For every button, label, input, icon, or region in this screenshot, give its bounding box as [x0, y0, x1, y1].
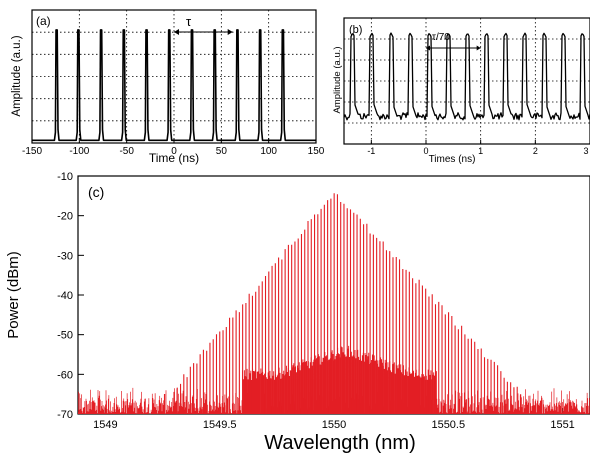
panel-b-annotation-arrowhead-right	[476, 45, 481, 51]
panel-b-pulse-trace	[343, 32, 590, 121]
panel-c-y-tick-label: -30	[57, 250, 73, 262]
panel-b-annotation: τ/70	[432, 32, 450, 43]
panel-a-x-tick-label: -50	[119, 146, 134, 157]
panel-b-x-tick-label: -1	[367, 146, 375, 156]
panel-b-x-tick-label: 3	[583, 146, 588, 156]
panel-c-y-tick-label: -20	[57, 211, 73, 223]
panel-b-label: (b)	[349, 24, 362, 36]
panel-b-x-tick-label: 2	[533, 146, 538, 156]
panel-c-y-tick-label: -10	[57, 171, 73, 183]
panel-c-label: (c)	[88, 184, 104, 200]
panel-b: (b) τ/70 Times (ns) Amplitude (a.u.) -1 0…	[332, 17, 590, 165]
panel-c-y-tick-label: -70	[57, 409, 73, 421]
panel-a-pulse-trace	[32, 29, 316, 142]
panel-c-x-tick-label: 1551	[550, 419, 574, 431]
panel-b-y-axis-label: Amplitude (a.u.)	[332, 46, 343, 113]
panel-c-y-tick-label: -60	[57, 369, 73, 381]
panel-a-annotation: τ	[186, 14, 192, 29]
panel-a-x-tick-label: 100	[260, 146, 277, 157]
panel-c-x-axis-label: Wavelength (nm)	[264, 432, 416, 454]
panel-a-annotation-arrowhead-left	[174, 29, 179, 35]
panel-b-annotation-arrowhead-left	[426, 45, 430, 51]
panel-a-x-axis-label: Time (ns)	[149, 151, 199, 165]
panel-c-x-tick-label: 1550.5	[431, 419, 465, 431]
panel-b-x-tick-label: 0	[423, 146, 428, 156]
panel-b-x-tick-label: 1	[478, 146, 483, 156]
panel-a-label: (a)	[36, 14, 51, 28]
panel-a-x-tick-label: 50	[216, 146, 228, 157]
panel-a-x-tick-label: 150	[308, 146, 325, 157]
panel-a: (a) τ Time (ns) Amplitude (a.u.) -150 -10…	[11, 9, 325, 165]
panel-a-y-axis-label: Amplitude (a.u.)	[11, 35, 23, 116]
panel-b-x-axis-label: Times (ns)	[429, 154, 476, 165]
panel-c-x-tick-label: 1550	[322, 419, 346, 431]
panel-c-plot-area	[78, 193, 590, 414]
panel-a-x-tick-label: -100	[69, 146, 89, 157]
panel-c-comb-lines	[173, 193, 522, 414]
panel-a-annotation-arrowhead-right	[227, 29, 233, 35]
panel-a-x-tick-label: -150	[22, 146, 42, 157]
panel-a-x-tick-label: 0	[171, 146, 177, 157]
panel-c-x-tick-label: 1549	[93, 419, 117, 431]
panel-c-y-axis-label: Power (dBm)	[5, 251, 22, 339]
panel-c-y-tick-label: -40	[57, 290, 73, 302]
panel-c: (c) Wavelength (nm) Power (dBm) 1549 1549…	[5, 171, 590, 454]
panel-c-x-tick-label: 1549.5	[203, 419, 237, 431]
panel-c-y-tick-label: -50	[57, 330, 73, 342]
